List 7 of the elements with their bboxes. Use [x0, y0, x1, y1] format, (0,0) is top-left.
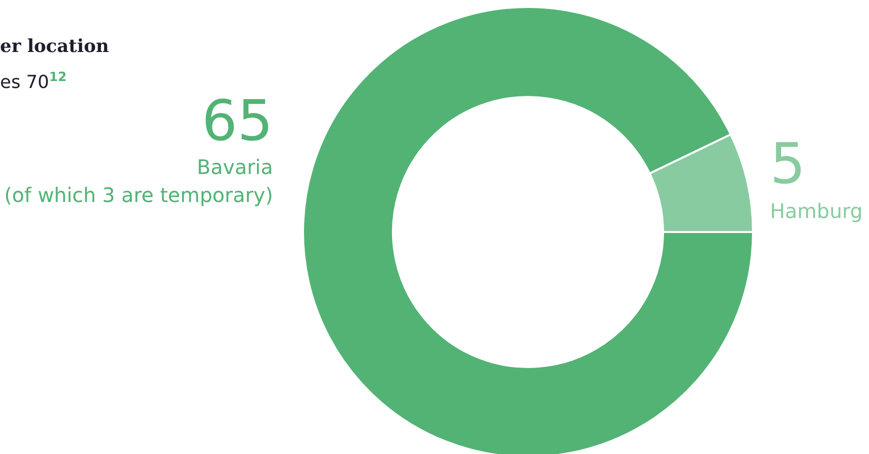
slice-label: Bavaria — [196, 155, 273, 179]
slice-label: Hamburg — [770, 199, 863, 223]
data-label: 5 — [770, 132, 806, 197]
text: (of which 3 are temporary) — [4, 183, 273, 207]
text: er location — [0, 36, 109, 57]
data-label: 65 — [202, 89, 273, 154]
text: es 70$^{12}$ — [0, 68, 67, 93]
